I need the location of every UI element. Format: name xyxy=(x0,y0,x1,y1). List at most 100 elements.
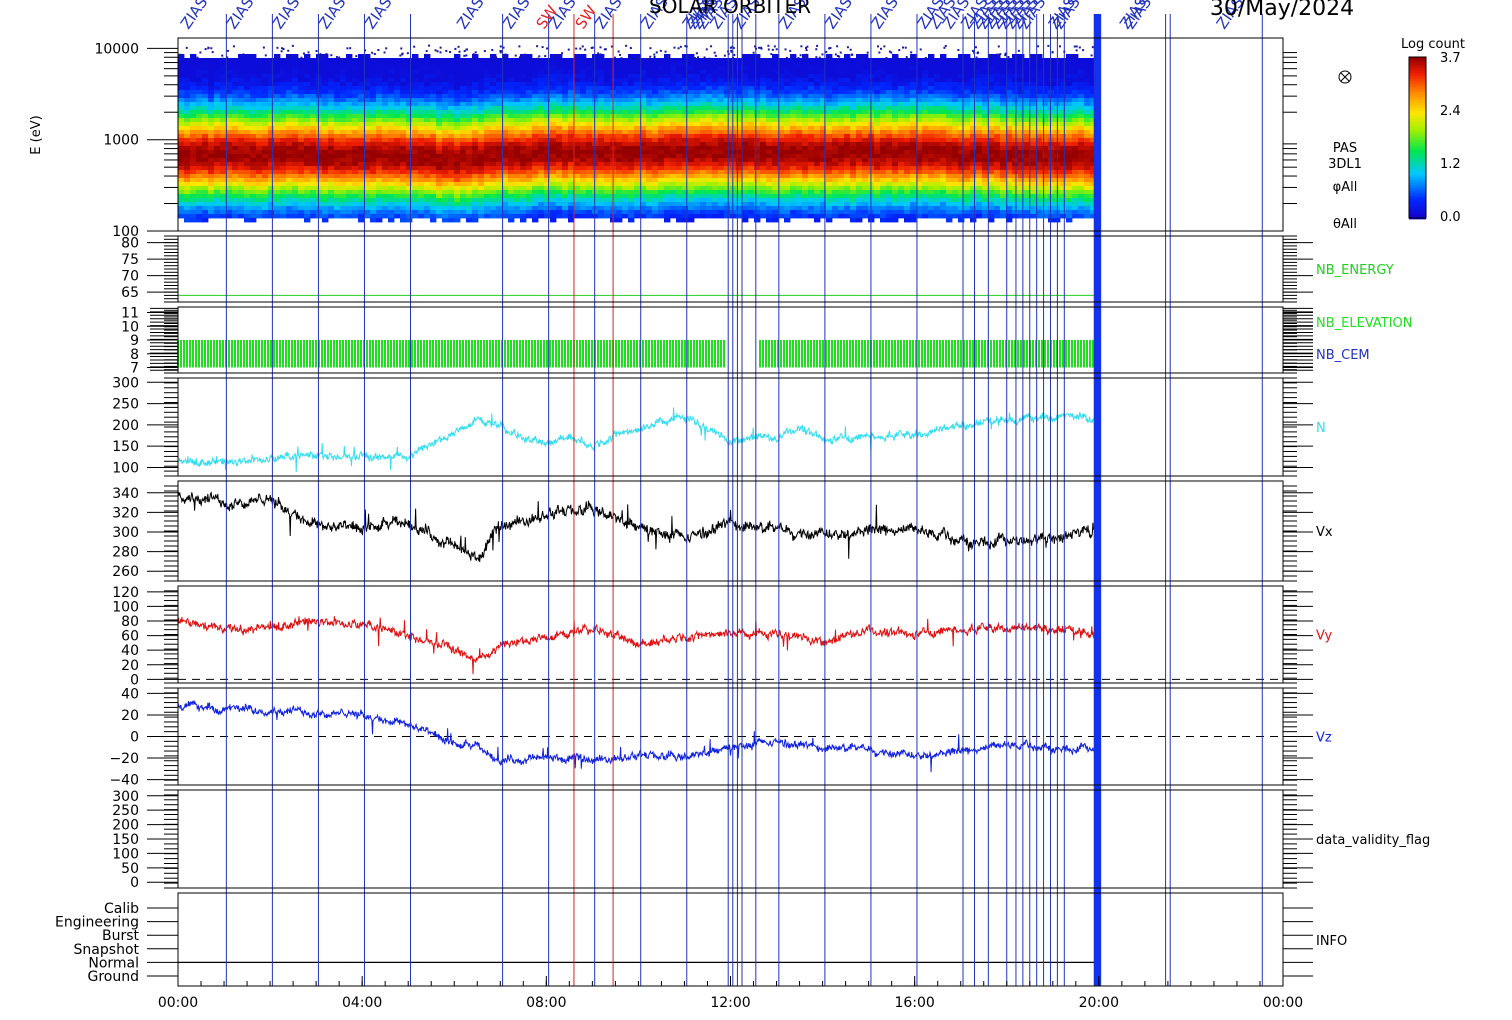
spectrogram-cell xyxy=(760,170,767,175)
spectrogram-cell xyxy=(796,166,803,171)
spectrogram-cell xyxy=(892,154,899,159)
spectrogram-cell xyxy=(550,114,557,119)
spectrogram-cell xyxy=(334,66,341,71)
spectrogram-cell xyxy=(454,66,461,71)
spectrogram-cell xyxy=(250,186,257,191)
spectrogram-cell xyxy=(790,78,797,83)
spectrogram-cell xyxy=(694,162,701,167)
spectrogram-cell xyxy=(688,142,695,147)
spectrogram-cell xyxy=(394,194,401,199)
spectrogram-cell xyxy=(244,130,251,135)
spectrogram-cell xyxy=(370,106,377,111)
spectrogram-cell xyxy=(280,110,287,115)
spectrogram-cell xyxy=(304,118,311,123)
spectrogram-cell xyxy=(592,86,599,91)
spectrogram-cell xyxy=(652,102,659,107)
spectrogram-cell xyxy=(406,58,413,63)
spectrogram-cell xyxy=(454,178,461,183)
spectrogram-cell xyxy=(850,170,857,175)
spectrogram-cell xyxy=(670,214,677,219)
spectrogram-cell xyxy=(904,154,911,159)
spectrogram-cell xyxy=(496,110,503,115)
spectrogram-cell xyxy=(448,114,455,119)
spectrogram-cell xyxy=(838,210,845,215)
spectrogram-cell xyxy=(622,82,629,87)
spectrogram-cell xyxy=(652,114,659,119)
spectrogram-cell xyxy=(622,74,629,79)
spectrogram-cell xyxy=(838,102,845,107)
spectrogram-cell xyxy=(346,206,353,211)
spectrogram-cell xyxy=(250,202,257,207)
spectrogram-cell xyxy=(700,82,707,87)
spectrogram-cell xyxy=(310,78,317,83)
spectrogram-cell xyxy=(430,154,437,159)
spectrogram-cell xyxy=(502,106,509,111)
spectrogram-cell xyxy=(532,122,539,127)
spectrogram-cell xyxy=(694,114,701,119)
spectrogram-cell xyxy=(694,110,701,115)
spectrogram-cell xyxy=(862,146,869,151)
spectrogram-cell xyxy=(658,194,665,199)
spectrogram-cell xyxy=(184,170,191,175)
spectrogram-cell xyxy=(412,174,419,179)
spectrogram-cell xyxy=(874,130,881,135)
spectrogram-cell xyxy=(346,90,353,95)
spectrogram-cell xyxy=(658,114,665,119)
spectrogram-cell xyxy=(466,102,473,107)
spectrogram-cell xyxy=(790,86,797,91)
spectrogram-cell xyxy=(700,110,707,115)
spectrogram-cell xyxy=(244,202,251,207)
spectrogram-cell xyxy=(430,98,437,103)
spectrogram-cell xyxy=(274,150,281,155)
spectrogram-cell xyxy=(628,174,635,179)
spectrogram-cell xyxy=(784,138,791,143)
spectrogram-cell xyxy=(754,94,761,99)
spectrogram-cell xyxy=(634,70,641,75)
spectrogram-cell xyxy=(268,118,275,123)
spectrogram-cell xyxy=(670,90,677,95)
spectrogram-cell xyxy=(220,70,227,75)
spectrogram-cell xyxy=(856,126,863,131)
spectrogram-cell xyxy=(346,106,353,111)
spectrogram-cell xyxy=(640,134,647,139)
spectrogram-cell xyxy=(550,174,557,179)
spectrogram-cell xyxy=(814,146,821,151)
spectrogram-cell xyxy=(796,110,803,115)
spectrogram-cell xyxy=(886,90,893,95)
spectrogram-cell xyxy=(280,102,287,107)
spectrogram-cell xyxy=(766,90,773,95)
spectrogram-cell xyxy=(718,194,725,199)
spectrogram-cell xyxy=(514,70,521,75)
spectrogram-cell xyxy=(724,134,731,139)
spectrogram-cell xyxy=(310,190,317,195)
spectrogram-cell xyxy=(832,62,839,67)
spectrogram-cell xyxy=(742,150,749,155)
spectrogram-cell xyxy=(412,186,419,191)
spectrogram-cell xyxy=(652,58,659,63)
spectrogram-cell xyxy=(340,170,347,175)
spectrogram-cell xyxy=(592,198,599,203)
spectrogram-cell xyxy=(766,198,773,203)
spectrogram-cell xyxy=(886,70,893,75)
spectrogram-cell xyxy=(712,154,719,159)
spectrogram-cell xyxy=(574,146,581,151)
spectrogram-cell xyxy=(262,202,269,207)
spectrogram-cell xyxy=(430,150,437,155)
spectrogram-cell xyxy=(670,110,677,115)
spectrogram-cell xyxy=(658,110,665,115)
spectrogram-cell xyxy=(772,82,779,87)
spectrogram-cell xyxy=(850,90,857,95)
spectrogram-cell xyxy=(808,90,815,95)
spectrogram-cell xyxy=(664,202,671,207)
spectrogram-cell xyxy=(376,62,383,67)
spectrogram-cell xyxy=(784,214,791,219)
spectrogram-cell xyxy=(676,210,683,215)
spectrogram-cell xyxy=(370,190,377,195)
spectrogram-cell xyxy=(262,166,269,171)
spectrogram-cell xyxy=(358,214,365,219)
spectrogram-cell xyxy=(220,214,227,219)
spectrogram-cell xyxy=(394,118,401,123)
spectrogram-cell xyxy=(196,186,203,191)
spectrogram-cell xyxy=(322,134,329,139)
spectrogram-cell xyxy=(484,166,491,171)
